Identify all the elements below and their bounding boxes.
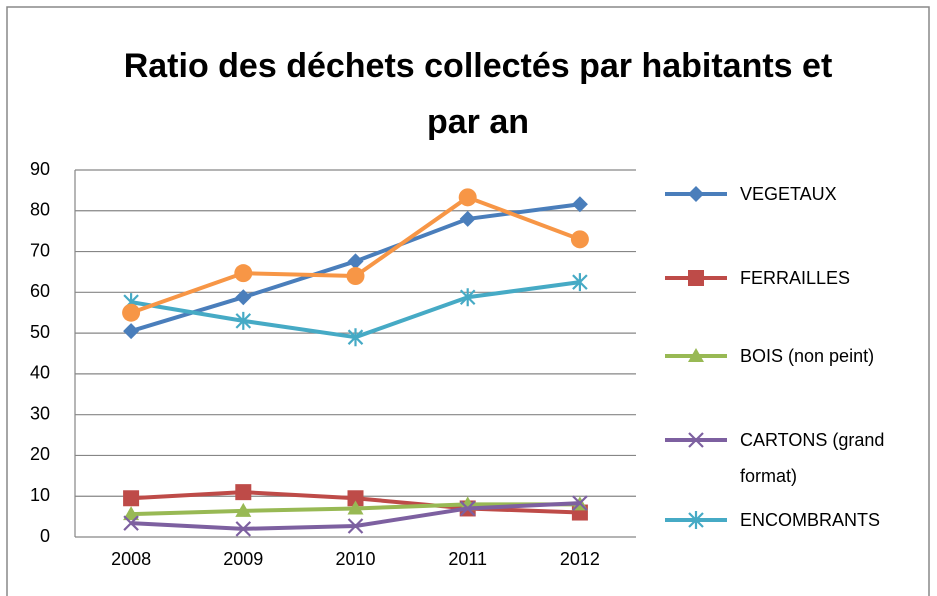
- marker-shape: [347, 328, 364, 347]
- marker: [570, 230, 589, 249]
- marker-shape: [235, 311, 252, 330]
- marker-shape: [459, 288, 476, 307]
- legend-marker: [688, 511, 704, 529]
- marker: [123, 323, 140, 340]
- marker-shape: [122, 303, 141, 322]
- marker-shape: [346, 267, 365, 286]
- marker-shape: [235, 289, 252, 306]
- marker: [347, 253, 364, 270]
- marker-shape: [688, 511, 704, 529]
- legend-marker: [688, 270, 704, 286]
- marker: [459, 288, 476, 307]
- marker: [235, 289, 252, 306]
- x-tick-label: 2011: [448, 549, 487, 569]
- marker: [122, 303, 141, 322]
- marker-shape: [235, 502, 252, 517]
- x-tick-label: 2009: [223, 549, 263, 569]
- marker-shape: [459, 500, 476, 517]
- chart-title: Ratio des déchets collectés par habitant…: [123, 47, 833, 141]
- legend-marker: [688, 432, 704, 448]
- marker-shape: [123, 515, 139, 531]
- marker-shape: [688, 348, 704, 362]
- marker: [458, 188, 477, 207]
- marker: [347, 490, 364, 507]
- legend-label: ENCOMBRANTS: [740, 510, 881, 530]
- y-tick-label: 40: [30, 363, 50, 383]
- marker: [459, 500, 476, 517]
- marker-shape: [572, 495, 588, 511]
- y-tick-label: 90: [30, 159, 50, 179]
- marker-shape: [459, 210, 476, 227]
- y-tick-label: 80: [30, 200, 50, 220]
- marker-shape: [123, 323, 140, 340]
- y-tick-label: 50: [30, 322, 50, 342]
- marker-shape: [123, 506, 140, 521]
- marker-shape: [347, 500, 364, 515]
- marker-shape: [570, 230, 589, 249]
- marker-shape: [235, 484, 252, 501]
- x-tick-label: 2010: [335, 549, 375, 569]
- x-tick-label: 2012: [560, 549, 600, 569]
- y-tick-label: 20: [30, 444, 50, 464]
- marker: [234, 264, 253, 283]
- y-tick-label: 0: [40, 526, 50, 546]
- y-tick-label: 60: [30, 281, 50, 301]
- marker-shape: [235, 521, 252, 537]
- x-tick-label: 2008: [111, 549, 151, 569]
- marker-shape: [347, 253, 364, 270]
- marker-shape: [688, 432, 704, 448]
- legend-label: VEGETAUX: [740, 184, 837, 204]
- marker: [235, 484, 252, 501]
- marker-shape: [458, 188, 477, 207]
- legend-label: BOIS (non peint): [740, 346, 875, 366]
- marker: [235, 311, 252, 330]
- legend-label: FERRAILLES: [740, 268, 851, 288]
- marker: [235, 502, 252, 517]
- marker: [123, 490, 140, 507]
- legend-marker: [688, 348, 704, 362]
- marker: [459, 210, 476, 227]
- marker-shape: [688, 270, 704, 286]
- marker: [572, 495, 588, 511]
- marker: [235, 521, 252, 537]
- marker-shape: [347, 490, 364, 507]
- legend-label: CARTONS (grand format): [740, 430, 885, 486]
- marker: [572, 273, 588, 292]
- y-tick-label: 70: [30, 240, 50, 260]
- y-tick-label: 10: [30, 485, 50, 505]
- legend-marker: [688, 186, 704, 202]
- marker: [571, 196, 588, 213]
- marker-shape: [688, 186, 704, 202]
- marker: [347, 518, 364, 534]
- marker: [346, 267, 365, 286]
- marker: [347, 500, 364, 515]
- y-tick-label: 30: [30, 403, 50, 423]
- marker-shape: [572, 273, 588, 292]
- marker-shape: [234, 264, 253, 283]
- marker-shape: [571, 196, 588, 213]
- marker: [123, 506, 140, 521]
- marker-shape: [347, 518, 364, 534]
- marker: [347, 328, 364, 347]
- marker: [123, 515, 139, 531]
- marker-shape: [123, 490, 140, 507]
